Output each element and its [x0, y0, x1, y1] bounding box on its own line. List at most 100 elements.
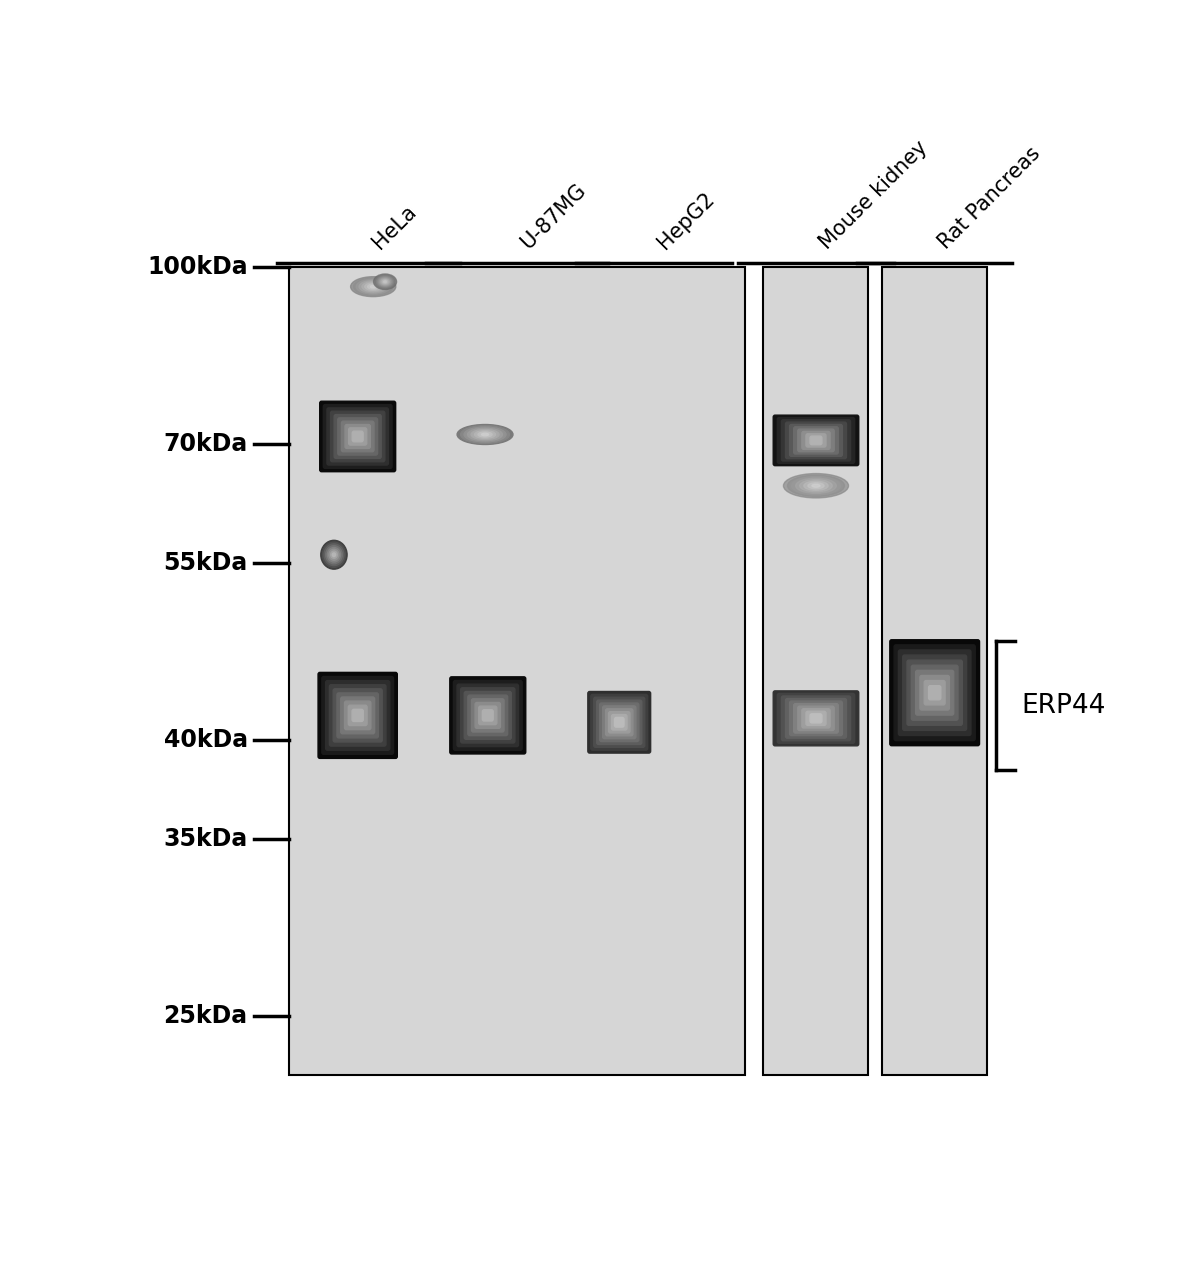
- Text: 70kDa: 70kDa: [164, 433, 247, 457]
- FancyBboxPatch shape: [335, 415, 382, 458]
- FancyBboxPatch shape: [327, 408, 389, 465]
- Ellipse shape: [795, 479, 836, 493]
- Ellipse shape: [324, 544, 344, 566]
- FancyBboxPatch shape: [461, 687, 515, 742]
- Ellipse shape: [800, 480, 833, 492]
- FancyBboxPatch shape: [902, 655, 967, 731]
- FancyBboxPatch shape: [912, 666, 958, 721]
- Ellipse shape: [471, 430, 499, 439]
- Ellipse shape: [378, 276, 392, 287]
- Ellipse shape: [468, 429, 503, 440]
- FancyBboxPatch shape: [591, 694, 648, 750]
- FancyBboxPatch shape: [798, 429, 834, 452]
- Ellipse shape: [783, 474, 848, 498]
- Text: 40kDa: 40kDa: [164, 728, 247, 753]
- FancyBboxPatch shape: [894, 645, 975, 741]
- FancyBboxPatch shape: [344, 701, 371, 730]
- FancyBboxPatch shape: [594, 698, 644, 748]
- Ellipse shape: [323, 543, 345, 567]
- FancyBboxPatch shape: [338, 417, 378, 456]
- Ellipse shape: [803, 481, 828, 490]
- FancyBboxPatch shape: [781, 696, 851, 741]
- Ellipse shape: [327, 548, 340, 562]
- Ellipse shape: [380, 279, 390, 284]
- FancyBboxPatch shape: [588, 691, 650, 753]
- FancyBboxPatch shape: [468, 695, 508, 736]
- FancyBboxPatch shape: [600, 703, 638, 741]
- FancyBboxPatch shape: [333, 689, 382, 742]
- Text: HeLa: HeLa: [369, 202, 421, 253]
- Bar: [763, 268, 868, 1075]
- FancyBboxPatch shape: [802, 431, 830, 449]
- Bar: [882, 268, 987, 1075]
- Ellipse shape: [377, 276, 393, 288]
- FancyBboxPatch shape: [907, 660, 962, 726]
- Ellipse shape: [461, 426, 510, 443]
- Text: 100kDa: 100kDa: [147, 255, 247, 279]
- FancyBboxPatch shape: [615, 717, 624, 727]
- Ellipse shape: [326, 545, 342, 563]
- Ellipse shape: [368, 284, 379, 289]
- Ellipse shape: [382, 280, 388, 284]
- FancyBboxPatch shape: [319, 401, 396, 472]
- FancyBboxPatch shape: [345, 425, 370, 448]
- FancyBboxPatch shape: [806, 434, 826, 447]
- Ellipse shape: [365, 283, 382, 291]
- FancyBboxPatch shape: [789, 425, 842, 457]
- FancyBboxPatch shape: [920, 676, 949, 710]
- FancyBboxPatch shape: [605, 709, 633, 736]
- FancyBboxPatch shape: [603, 705, 636, 739]
- FancyBboxPatch shape: [352, 709, 363, 722]
- Ellipse shape: [332, 553, 336, 557]
- Text: 35kDa: 35kDa: [164, 827, 247, 851]
- Ellipse shape: [375, 275, 395, 288]
- FancyBboxPatch shape: [475, 703, 501, 728]
- FancyBboxPatch shape: [464, 691, 511, 740]
- Ellipse shape: [457, 425, 512, 444]
- Ellipse shape: [320, 540, 348, 570]
- Ellipse shape: [362, 282, 384, 292]
- FancyBboxPatch shape: [802, 709, 830, 728]
- Ellipse shape: [359, 280, 388, 293]
- Ellipse shape: [331, 552, 337, 558]
- FancyBboxPatch shape: [806, 712, 826, 726]
- Ellipse shape: [475, 431, 496, 438]
- FancyBboxPatch shape: [318, 672, 397, 758]
- FancyBboxPatch shape: [798, 707, 834, 731]
- Ellipse shape: [808, 483, 825, 489]
- FancyBboxPatch shape: [777, 417, 855, 463]
- Text: Rat Pancreas: Rat Pancreas: [934, 143, 1044, 253]
- FancyBboxPatch shape: [471, 699, 504, 732]
- Ellipse shape: [356, 279, 390, 294]
- FancyBboxPatch shape: [899, 650, 971, 736]
- FancyBboxPatch shape: [352, 431, 363, 442]
- FancyBboxPatch shape: [773, 415, 859, 466]
- FancyBboxPatch shape: [342, 421, 373, 452]
- Ellipse shape: [351, 276, 396, 297]
- FancyBboxPatch shape: [323, 404, 392, 468]
- Text: HepG2: HepG2: [654, 188, 719, 253]
- FancyBboxPatch shape: [794, 426, 839, 454]
- FancyBboxPatch shape: [331, 411, 385, 462]
- FancyBboxPatch shape: [337, 692, 378, 737]
- FancyBboxPatch shape: [457, 684, 518, 746]
- FancyBboxPatch shape: [789, 701, 842, 736]
- FancyBboxPatch shape: [597, 700, 642, 745]
- FancyBboxPatch shape: [786, 699, 847, 739]
- FancyBboxPatch shape: [773, 691, 859, 746]
- Ellipse shape: [482, 433, 489, 435]
- FancyBboxPatch shape: [325, 681, 390, 750]
- Bar: [289, 268, 746, 1075]
- Ellipse shape: [370, 285, 376, 288]
- FancyBboxPatch shape: [810, 436, 822, 444]
- Ellipse shape: [464, 428, 507, 442]
- FancyBboxPatch shape: [478, 707, 497, 724]
- FancyBboxPatch shape: [794, 704, 839, 733]
- FancyBboxPatch shape: [349, 428, 366, 445]
- FancyBboxPatch shape: [454, 681, 522, 750]
- Ellipse shape: [812, 484, 820, 488]
- FancyBboxPatch shape: [340, 698, 375, 733]
- FancyBboxPatch shape: [928, 686, 941, 700]
- Text: ERP44: ERP44: [1021, 692, 1106, 718]
- FancyBboxPatch shape: [777, 694, 855, 744]
